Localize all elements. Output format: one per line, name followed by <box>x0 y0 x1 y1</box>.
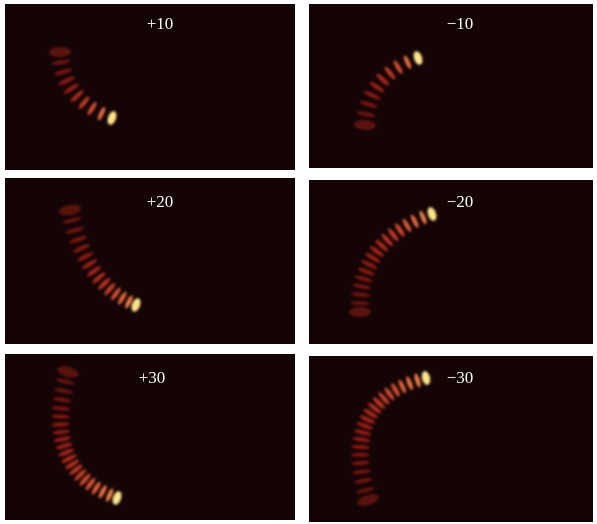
panel-label: −30 <box>447 368 474 387</box>
panel-label: −10 <box>447 14 474 33</box>
panel-label: +10 <box>147 14 174 33</box>
panel-label: +30 <box>139 368 166 387</box>
figure: +10 −10 +20 −20 +30 −30 <box>0 0 597 524</box>
panel-label: −20 <box>447 192 474 211</box>
panel-label: +20 <box>147 192 174 211</box>
